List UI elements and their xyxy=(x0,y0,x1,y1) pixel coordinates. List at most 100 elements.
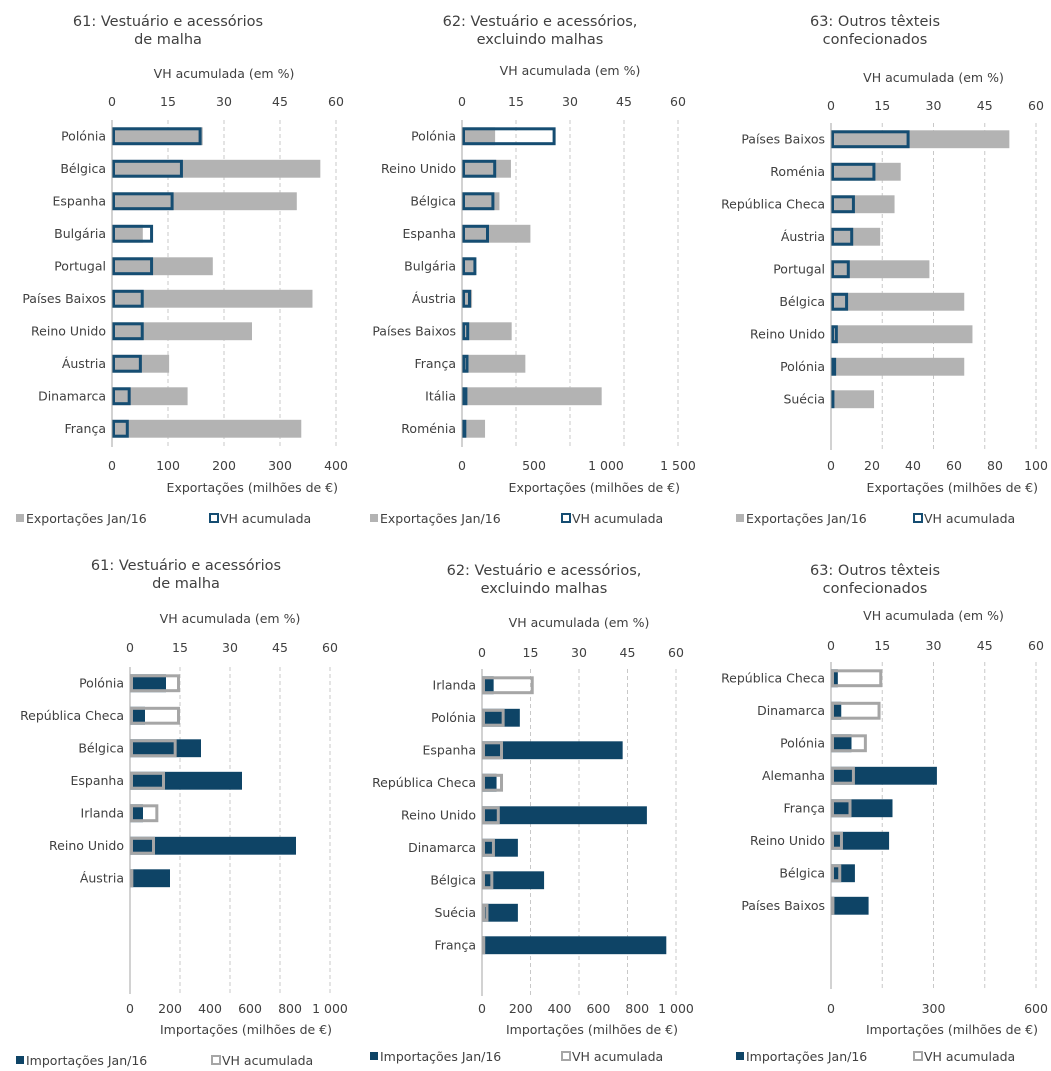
export-bar xyxy=(462,322,512,341)
import-bar xyxy=(831,766,937,785)
vh-bar xyxy=(130,706,180,725)
primary-tick-label: 0 xyxy=(827,458,835,473)
category-label: Reino Unido xyxy=(49,838,124,853)
primary-tick-label: 0 xyxy=(126,1001,134,1016)
export-bar xyxy=(462,354,526,373)
chart-title-line: 61: Vestuário e acessórios xyxy=(73,14,263,30)
import-bar xyxy=(831,864,855,883)
chart-title-line: 62: Vestuário e acessórios, xyxy=(447,563,642,579)
import-bar xyxy=(831,799,893,818)
vh-bar xyxy=(112,322,144,341)
import-bar xyxy=(831,734,852,753)
export-bar xyxy=(462,257,475,276)
legend-swatch-vh xyxy=(561,513,571,523)
category-label: Espanha xyxy=(402,226,456,241)
vh-bar xyxy=(130,804,159,823)
vh-bar xyxy=(831,799,852,818)
category-label: França xyxy=(414,356,456,371)
chart-4: 61: Vestuário e acessórios de malha VH acu… xyxy=(16,558,348,1068)
primary-tick-label: 200 xyxy=(212,458,236,473)
secondary-tick-label: 45 xyxy=(272,94,288,109)
import-bar xyxy=(130,804,143,823)
primary-tick-label: 300 xyxy=(268,458,292,473)
export-bar xyxy=(831,260,930,279)
category-label: Portugal xyxy=(773,261,825,276)
vh-bar xyxy=(831,325,838,344)
secondary-tick-label: 45 xyxy=(272,640,288,655)
chart-title-line: excluindo malhas xyxy=(477,32,604,48)
vh-bar xyxy=(482,903,489,922)
secondary-tick-label: 30 xyxy=(571,645,587,660)
export-bar xyxy=(831,162,901,181)
category-label: Itália xyxy=(425,388,456,403)
category-label: Suécia xyxy=(434,905,476,920)
category-label: França xyxy=(64,421,106,436)
primary-tick-label: 1 000 xyxy=(312,1001,348,1016)
secondary-tick-label: 0 xyxy=(108,94,116,109)
secondary-tick-label: 15 xyxy=(508,94,524,109)
category-label: Bélgica xyxy=(430,872,476,887)
vh-bar xyxy=(112,159,183,178)
vh-bar xyxy=(462,354,469,373)
category-label: Irlanda xyxy=(433,677,476,692)
category-label: França xyxy=(783,800,825,815)
chart-5: 62: Vestuário e acessórios, excluindo mal… xyxy=(370,563,694,1064)
category-label: Espanha xyxy=(52,193,106,208)
legend-swatch-import xyxy=(16,1056,24,1064)
import-bar xyxy=(831,831,890,850)
category-label: Roménia xyxy=(401,421,456,436)
vh-bar xyxy=(112,224,154,243)
vh-bar xyxy=(462,127,556,146)
export-bar xyxy=(462,192,500,211)
vh-bar xyxy=(482,838,495,857)
legend-label: Importações Jan/16 xyxy=(380,1049,501,1064)
secondary-tick-label: 30 xyxy=(926,98,942,113)
primary-tick-label: 0 xyxy=(478,1001,486,1016)
export-bar xyxy=(462,289,473,308)
legend-swatch-export xyxy=(370,514,378,522)
category-label: República Checa xyxy=(721,670,825,685)
chart-title-line: excluindo malhas xyxy=(481,581,608,597)
category-label: Portugal xyxy=(54,258,106,273)
category-label: Bélgica xyxy=(60,161,106,176)
import-bar xyxy=(482,676,494,695)
primary-tick-label: 800 xyxy=(278,1001,302,1016)
vh-bar xyxy=(462,192,495,211)
export-bar xyxy=(462,387,602,406)
category-label: Países Baixos xyxy=(22,291,106,306)
vh-bar xyxy=(482,708,505,727)
legend-swatch-vh xyxy=(209,513,219,523)
vh-bar xyxy=(130,674,180,693)
primary-tick-label: 80 xyxy=(987,458,1003,473)
legend-swatch-vh xyxy=(561,1051,571,1061)
category-label: Reino Unido xyxy=(750,833,825,848)
vh-bar xyxy=(831,195,855,214)
category-label: Polónia xyxy=(431,710,476,725)
category-label: Espanha xyxy=(422,742,476,757)
primary-tick-label: 100 xyxy=(1024,458,1048,473)
export-bar xyxy=(831,390,875,409)
secondary-tick-label: 45 xyxy=(977,638,993,653)
import-bar xyxy=(130,836,296,855)
category-label: Polónia xyxy=(780,735,825,750)
legend-swatch-export xyxy=(736,514,744,522)
vh-bar xyxy=(482,676,534,695)
category-label: Áustria xyxy=(62,356,106,371)
category-label: Polónia xyxy=(79,675,124,690)
vh-bar xyxy=(112,387,131,406)
import-bar xyxy=(130,739,201,758)
category-label: Áustria xyxy=(80,870,124,885)
vh-bar xyxy=(112,419,129,438)
secondary-tick-label: 30 xyxy=(926,638,942,653)
vh-bar xyxy=(831,734,867,753)
vh-bar xyxy=(831,669,883,688)
secondary-tick-label: 15 xyxy=(874,98,890,113)
primary-tick-label: 500 xyxy=(522,458,546,473)
secondary-tick-label: 15 xyxy=(172,640,188,655)
vh-bar xyxy=(831,831,843,850)
legend-label: VH acumulada xyxy=(924,1049,1015,1064)
secondary-tick-label: 30 xyxy=(216,94,232,109)
category-label: Bélgica xyxy=(78,740,124,755)
category-label: Países Baixos xyxy=(372,323,456,338)
secondary-tick-label: 0 xyxy=(827,98,835,113)
